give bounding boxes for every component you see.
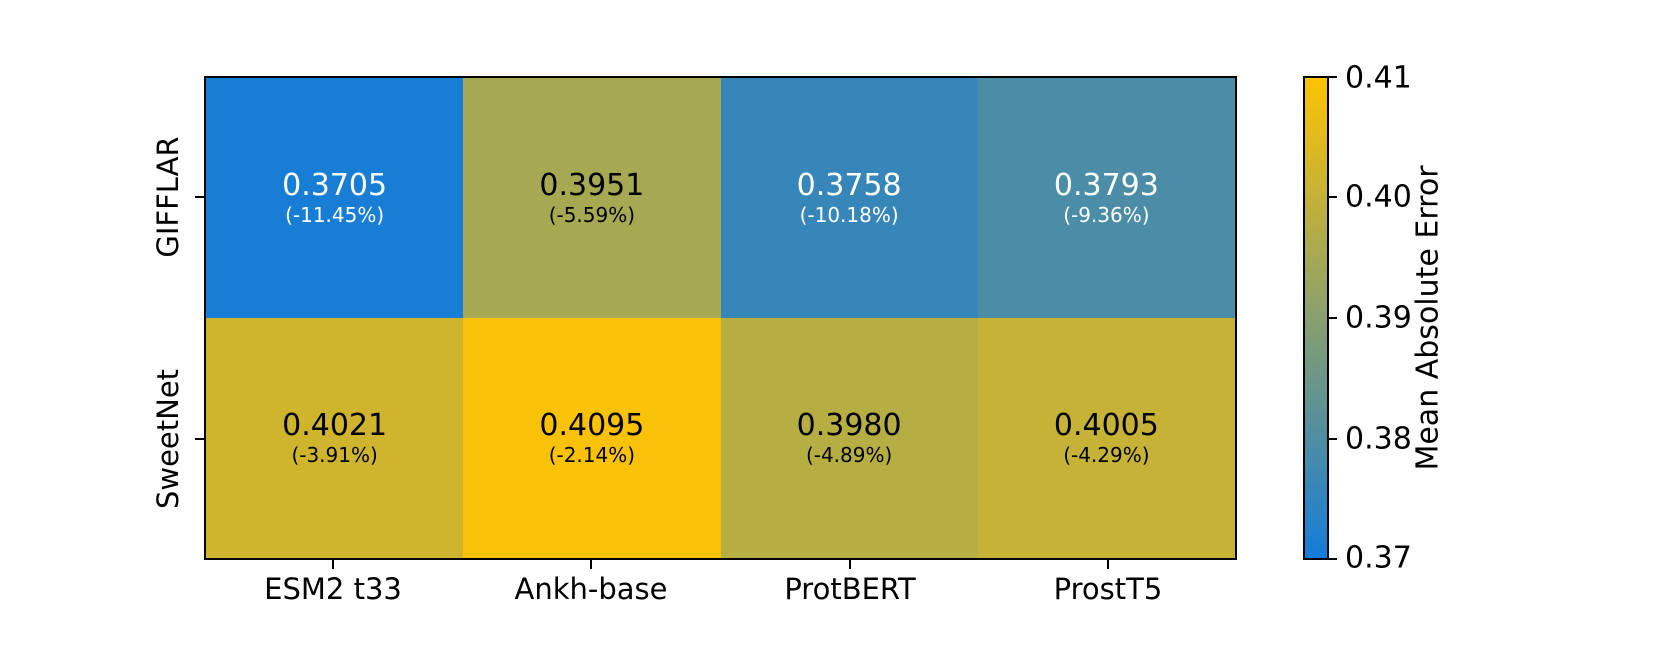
cell-value: 0.3793 bbox=[1053, 168, 1159, 204]
heatmap-cell-gifflar-ankhbase: 0.3951 (-5.59%) bbox=[463, 78, 721, 318]
cell-percent: (-3.91%) bbox=[291, 442, 378, 467]
heatmap-cell-gifflar-esm2t33: 0.3705 (-11.45%) bbox=[206, 78, 464, 318]
colorbar-tick-label: 0.38 bbox=[1345, 421, 1412, 457]
cell-value: 0.4095 bbox=[539, 408, 645, 444]
cell-value: 0.3951 bbox=[539, 168, 645, 204]
heatmap-cell-sweetnet-prostt5: 0.4005 (-4.29%) bbox=[977, 318, 1235, 558]
cell-percent: (-2.14%) bbox=[548, 442, 636, 467]
y-tick-mark bbox=[195, 438, 204, 440]
colorbar-tick-label: 0.37 bbox=[1345, 540, 1412, 576]
colorbar-tick-mark bbox=[1329, 196, 1337, 198]
colorbar-tick-label: 0.39 bbox=[1345, 300, 1412, 336]
heatmap-cell-sweetnet-esm2t33: 0.4021 (-3.91%) bbox=[206, 318, 464, 558]
colorbar-tick-mark bbox=[1329, 76, 1337, 78]
heatmap-cell-gifflar-protbert: 0.3758 (-10.18%) bbox=[720, 78, 978, 318]
colorbar-tick-label: 0.41 bbox=[1345, 60, 1412, 96]
colorbar-gradient bbox=[1303, 76, 1329, 560]
colorbar-tick-mark bbox=[1329, 317, 1337, 319]
colorbar-axis-label: Mean Absolute Error bbox=[1410, 165, 1446, 471]
colorbar-tick-label: 0.40 bbox=[1345, 179, 1412, 215]
cell-value: 0.3980 bbox=[796, 408, 902, 444]
x-tick-label-prostt5: ProstT5 bbox=[1053, 572, 1163, 606]
colorbar-tick-mark bbox=[1329, 558, 1337, 560]
x-tick-mark bbox=[590, 560, 592, 569]
x-tick-mark bbox=[1107, 560, 1109, 569]
heatmap-cell-sweetnet-protbert: 0.3980 (-4.89%) bbox=[720, 318, 978, 558]
cell-percent: (-9.36%) bbox=[1063, 202, 1150, 227]
cell-percent: (-5.59%) bbox=[548, 202, 636, 227]
cell-percent: (-4.89%) bbox=[805, 442, 893, 467]
x-tick-mark bbox=[332, 560, 334, 569]
cell-percent: (-11.45%) bbox=[285, 202, 385, 227]
cell-value: 0.3758 bbox=[796, 168, 902, 204]
cell-value: 0.4021 bbox=[282, 408, 388, 444]
cell-value: 0.4005 bbox=[1053, 408, 1159, 444]
heatmap-cell-sweetnet-ankhbase: 0.4095 (-2.14%) bbox=[463, 318, 721, 558]
colorbar-tick-mark bbox=[1329, 438, 1337, 440]
x-tick-label-protbert: ProtBERT bbox=[784, 572, 916, 606]
y-tick-label-gifflar: GIFFLAR bbox=[151, 136, 185, 258]
cell-percent: (-4.29%) bbox=[1063, 442, 1150, 467]
x-tick-label-esm2t33: ESM2 t33 bbox=[264, 572, 402, 606]
x-tick-label-ankhbase: Ankh-base bbox=[514, 572, 668, 606]
x-tick-mark bbox=[849, 560, 851, 569]
cell-value: 0.3705 bbox=[282, 168, 388, 204]
y-tick-mark bbox=[195, 196, 204, 198]
y-tick-label-sweetnet: SweetNet bbox=[151, 368, 185, 510]
cell-percent: (-10.18%) bbox=[799, 202, 899, 227]
heatmap-plot: 0.3705 (-11.45%) 0.3951 (-5.59%) 0.3758 … bbox=[204, 76, 1237, 560]
heatmap-cell-gifflar-prostt5: 0.3793 (-9.36%) bbox=[977, 78, 1235, 318]
